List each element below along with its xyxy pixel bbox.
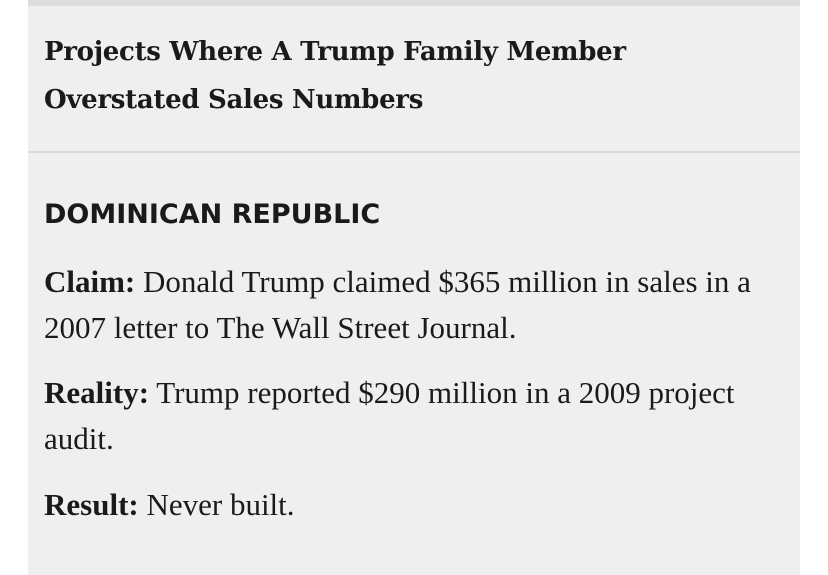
reality-paragraph: Reality: Trump reported $290 million in … — [44, 370, 784, 462]
top-divider — [28, 0, 800, 6]
result-text: Never built. — [146, 487, 295, 522]
claim-paragraph: Claim: Donald Trump claimed $365 million… — [44, 259, 784, 351]
section-divider — [28, 151, 800, 153]
reality-label: Reality: — [44, 375, 150, 410]
claim-text: Donald Trump claimed $365 million in sal… — [44, 264, 751, 345]
result-label: Result: — [44, 487, 139, 522]
article-card: Projects Where A Trump Family Member Ove… — [28, 0, 800, 575]
region-heading: DOMINICAN REPUBLIC — [44, 199, 381, 230]
section-title: Projects Where A Trump Family Member Ove… — [44, 37, 626, 115]
reality-text: Trump reported $290 million in a 2009 pr… — [44, 375, 735, 456]
result-paragraph: Result: Never built. — [44, 482, 784, 528]
claim-label: Claim: — [44, 264, 136, 299]
